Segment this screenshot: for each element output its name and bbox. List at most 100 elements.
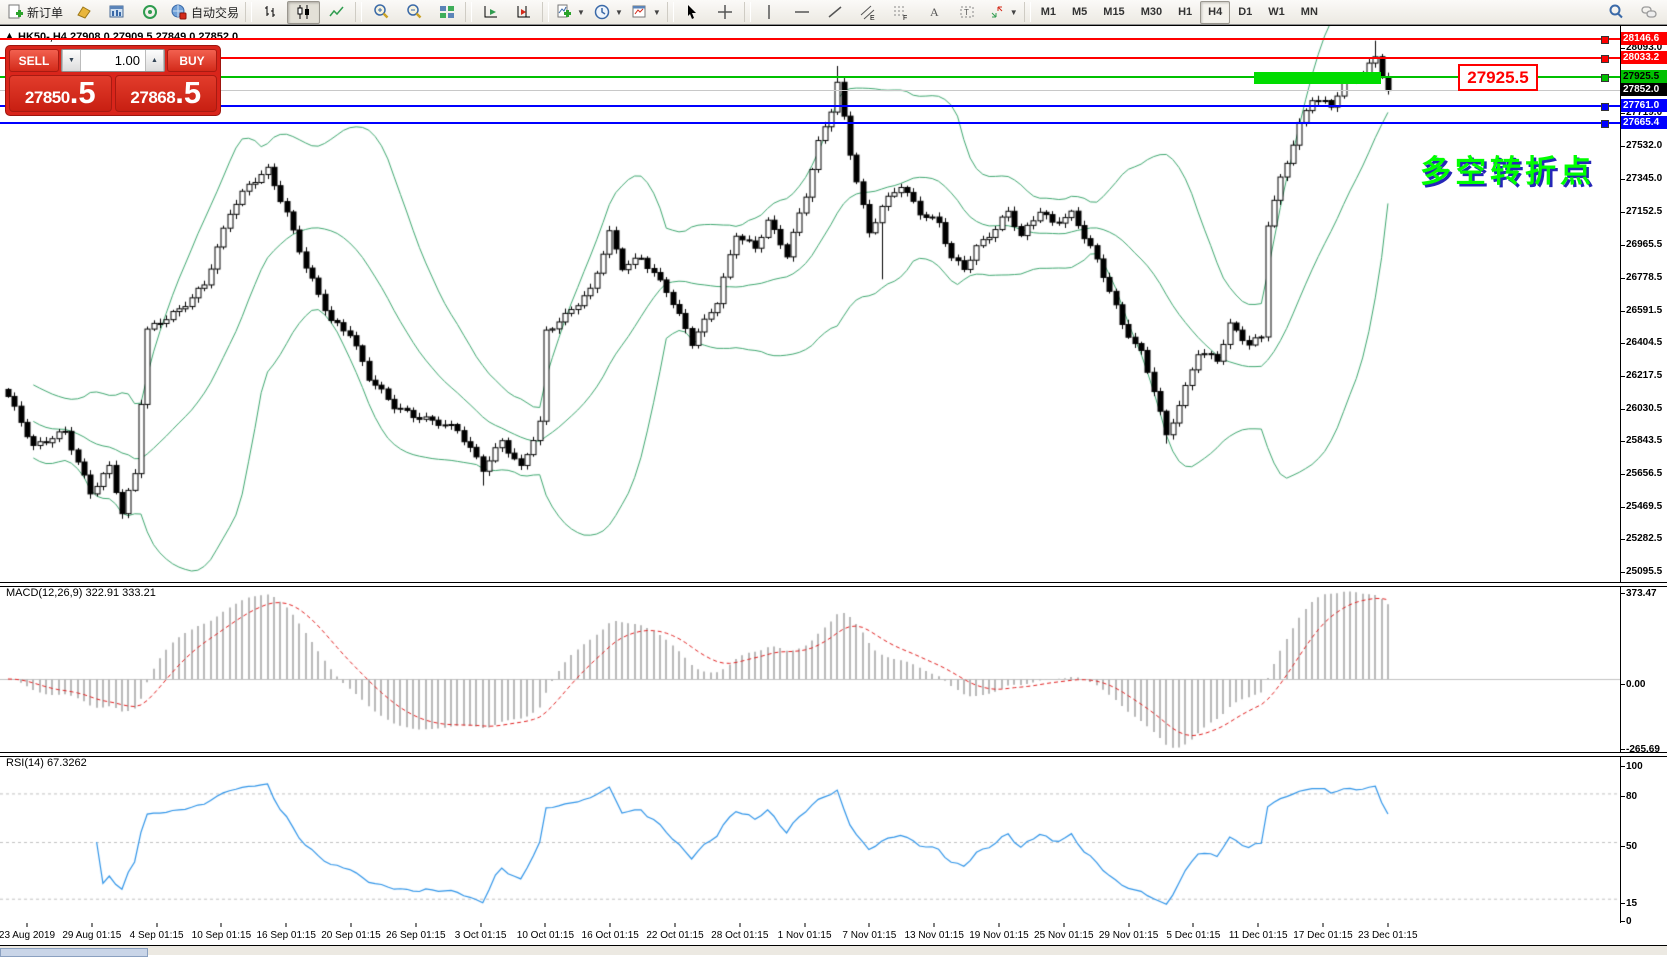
- zoom-out-button[interactable]: [397, 1, 430, 24]
- new-order-button[interactable]: 新订单: [2, 1, 67, 24]
- volume-up-button[interactable]: ▲: [145, 50, 164, 71]
- bar-chart-button[interactable]: [254, 1, 287, 24]
- chevron-down-icon[interactable]: ▼: [577, 7, 585, 17]
- buy-price-panel[interactable]: 27868.5: [114, 75, 217, 112]
- panel-separator-rsi[interactable]: [0, 752, 1667, 757]
- market-watch-icon: [141, 3, 159, 21]
- search-button[interactable]: [1599, 1, 1632, 24]
- one-click-collapse-icon[interactable]: ▲: [5, 30, 14, 40]
- turning-point-annotation[interactable]: 多空转折点: [1420, 154, 1595, 189]
- chat-button[interactable]: [1632, 1, 1665, 24]
- line-anchor-marker[interactable]: [1601, 103, 1609, 111]
- text-icon: A: [925, 3, 943, 21]
- svg-text:E: E: [870, 15, 875, 21]
- market-watch-button[interactable]: [133, 1, 166, 24]
- horizontal-level-line[interactable]: [0, 38, 1620, 40]
- new-chart-button[interactable]: [100, 1, 133, 24]
- timeframe-button-mn[interactable]: MN: [1300, 6, 1318, 18]
- macd-tick: [1620, 749, 1625, 750]
- timeframe-button-m30[interactable]: M30: [1140, 6, 1163, 18]
- rsi-tick: [1620, 846, 1625, 847]
- auto-scroll-button[interactable]: [474, 1, 507, 24]
- quotes-button[interactable]: [67, 1, 100, 24]
- price-tick-label: 28093.0: [1626, 42, 1663, 53]
- crosshair-button[interactable]: [709, 1, 742, 24]
- sell-price-main: 27850: [24, 88, 70, 107]
- date-axis-label: 25 Nov 01:15: [1034, 930, 1094, 941]
- buy-button[interactable]: BUY: [167, 49, 217, 72]
- arrows-icon: [988, 3, 1006, 21]
- price-callout-label[interactable]: 27925.5: [1458, 64, 1538, 91]
- horizontal-level-line[interactable]: [0, 122, 1620, 124]
- support-zone-rectangle[interactable]: [1254, 72, 1381, 84]
- tile-windows-button[interactable]: [430, 1, 463, 24]
- indicators-button[interactable]: ▼: [551, 1, 589, 24]
- chevron-down-icon[interactable]: ▼: [1009, 7, 1018, 17]
- line-anchor-marker[interactable]: [1601, 120, 1609, 128]
- line-chart-icon: [328, 3, 346, 21]
- text-label-button[interactable]: T: [951, 1, 984, 24]
- line-chart-button[interactable]: [320, 1, 353, 24]
- svg-text:F: F: [903, 15, 907, 21]
- horizontal-level-line[interactable]: [0, 76, 1620, 78]
- date-axis-tick: [868, 923, 870, 927]
- horizontal-line-button[interactable]: [786, 1, 819, 24]
- date-axis-label: 16 Oct 01:15: [581, 930, 639, 941]
- date-axis-label: 19 Nov 01:15: [969, 930, 1029, 941]
- line-anchor-marker[interactable]: [1601, 36, 1609, 44]
- line-anchor-marker[interactable]: [1601, 74, 1609, 82]
- periods-button[interactable]: ▼: [589, 1, 627, 24]
- date-axis-label: 13 Nov 01:15: [904, 930, 964, 941]
- macd-canvas[interactable]: [0, 584, 1620, 752]
- horizontal-level-line[interactable]: [0, 57, 1620, 59]
- equidistant-channel-button[interactable]: E: [852, 1, 885, 24]
- price-tick-label: 25282.5: [1626, 533, 1663, 544]
- vertical-line-button[interactable]: [753, 1, 786, 24]
- date-axis-tick: [1128, 923, 1130, 927]
- timeframe-button-m1[interactable]: M1: [1040, 6, 1056, 18]
- search-icon: [1607, 3, 1625, 21]
- timeframe-button-m15[interactable]: M15: [1103, 6, 1125, 18]
- line-anchor-marker[interactable]: [1601, 55, 1609, 63]
- price-tick: [1620, 376, 1625, 377]
- price-tick-label: 25843.5: [1626, 435, 1663, 446]
- current-price-line[interactable]: [0, 90, 1620, 91]
- fibonacci-button[interactable]: F: [885, 1, 918, 24]
- horizontal-level-line[interactable]: [0, 105, 1620, 107]
- channel-icon: E: [859, 3, 877, 21]
- buy-price-main: 27868: [130, 88, 176, 107]
- candlestick-chart-button[interactable]: [287, 0, 321, 24]
- volume-down-button[interactable]: ▼: [62, 50, 81, 71]
- cursor-button[interactable]: [676, 1, 709, 24]
- timeframe-button-d1[interactable]: D1: [1238, 6, 1253, 18]
- timeframe-button-h4[interactable]: H4: [1200, 0, 1231, 24]
- chart-shift-button[interactable]: [507, 1, 540, 24]
- chevron-down-icon[interactable]: ▼: [614, 7, 623, 17]
- trendline-button[interactable]: [819, 1, 852, 24]
- templates-button[interactable]: ▼: [627, 1, 665, 24]
- main-chart-canvas[interactable]: [0, 26, 1620, 583]
- sell-button[interactable]: SELL: [9, 49, 59, 72]
- rsi-canvas[interactable]: [0, 754, 1620, 923]
- timeframe-button-h1[interactable]: H1: [1178, 6, 1193, 18]
- price-tick: [1620, 409, 1625, 410]
- chevron-down-icon[interactable]: ▼: [652, 7, 661, 17]
- volume-value[interactable]: 1.00: [114, 53, 140, 68]
- chart-window[interactable]: ▲ HK50-,H4 27908.0 27909.5 27849.0 27852…: [0, 25, 1667, 957]
- arrows-button[interactable]: ▼: [984, 1, 1022, 24]
- date-axis-label: 29 Aug 01:15: [62, 930, 122, 941]
- autotrading-button[interactable]: 自动交易: [166, 1, 243, 24]
- sell-price-panel[interactable]: 27850.5: [9, 75, 112, 112]
- price-tick: [1620, 245, 1625, 246]
- timeframe-button-m5[interactable]: M5: [1072, 6, 1088, 18]
- date-axis-tick: [415, 923, 417, 927]
- date-axis-label: 16 Sep 01:15: [256, 930, 316, 941]
- panel-separator-macd[interactable]: [0, 582, 1667, 587]
- price-tick: [1620, 146, 1625, 147]
- text-button[interactable]: A: [918, 1, 951, 24]
- macd-tick-label: 373.47: [1626, 588, 1657, 599]
- zoom-in-button[interactable]: [364, 1, 397, 24]
- rsi-tick-label: 15: [1626, 898, 1638, 909]
- timeframe-button-w1[interactable]: W1: [1268, 6, 1285, 18]
- sell-price-frac: .5: [69, 75, 96, 110]
